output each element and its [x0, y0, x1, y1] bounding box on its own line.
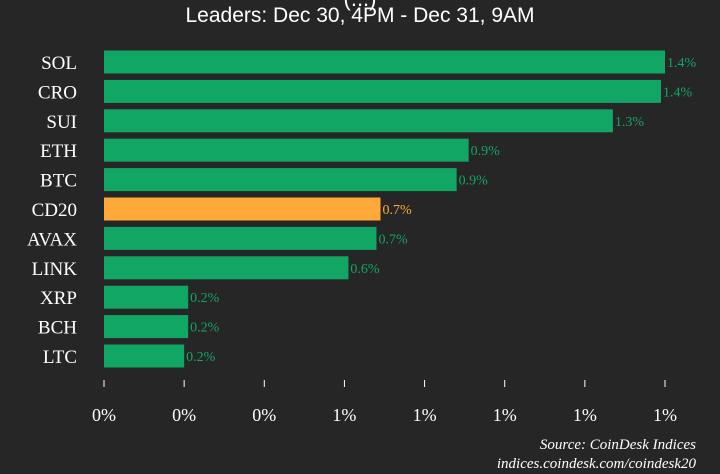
value-label: 0.9% [471, 144, 501, 159]
source-text: Source: CoinDesk Indices [539, 437, 696, 453]
bar [104, 109, 613, 133]
bar-chart: SOL 1.4% CRO 1.4% SUI 1.3% ETH 0.9% BTC 0.9% CD20 0… [27, 50, 697, 425]
value-label: 0.6% [350, 262, 380, 277]
category-label: SOL [41, 53, 77, 74]
value-label: 0.9% [459, 174, 489, 189]
bars-group: SOL 1.4% CRO 1.4% SUI 1.3% ETH 0.9% BTC 0.9% CD20 0… [27, 50, 697, 368]
category-label: SUI [46, 112, 77, 133]
x-tick-label: 1% [332, 405, 356, 425]
x-tick-label: 0% [92, 405, 116, 425]
x-tick-label: 1% [493, 405, 517, 425]
value-label: 0.7% [378, 232, 408, 247]
category-label: CD20 [32, 200, 77, 221]
value-label: 1.4% [663, 85, 693, 100]
chart-title: (...) [0, 0, 720, 12]
category-label: CRO [38, 82, 77, 103]
category-label: AVAX [27, 229, 77, 250]
bar [104, 138, 469, 162]
x-tick-label: 1% [573, 405, 597, 425]
value-label: 1.4% [667, 56, 697, 71]
x-tick-label: 0% [172, 405, 196, 425]
category-label: LINK [32, 259, 78, 280]
category-label: BTC [40, 171, 77, 192]
source-note: Source: CoinDesk Indices indices.coindes… [497, 436, 696, 474]
chart-subtitle: Leaders: Dec 30, 4PM - Dec 31, 9AM [185, 4, 535, 27]
category-label: XRP [40, 288, 77, 309]
value-label: 0.7% [382, 203, 412, 218]
value-label: 0.2% [190, 291, 220, 306]
bar [104, 50, 665, 74]
bar [104, 315, 189, 339]
bar [104, 256, 349, 280]
value-label: 0.2% [186, 350, 216, 365]
value-label: 1.3% [615, 115, 645, 130]
category-label: LTC [43, 347, 77, 368]
x-tick-label: 1% [413, 405, 437, 425]
bar [104, 344, 185, 368]
value-label: 0.2% [190, 321, 220, 336]
bar [104, 79, 661, 103]
category-label: BCH [38, 318, 77, 339]
bar [104, 226, 377, 250]
bar-highlight [104, 197, 381, 221]
bar [104, 285, 189, 309]
category-label: ETH [40, 141, 77, 162]
x-tick-label: 0% [252, 405, 276, 425]
source-url: indices.coindesk.com/coindesk20 [496, 456, 696, 472]
x-tick-label: 1% [653, 405, 677, 425]
x-axis: 0% 0% 0% 1% 1% 1% 1% 1% [92, 380, 677, 425]
bar [104, 168, 457, 192]
